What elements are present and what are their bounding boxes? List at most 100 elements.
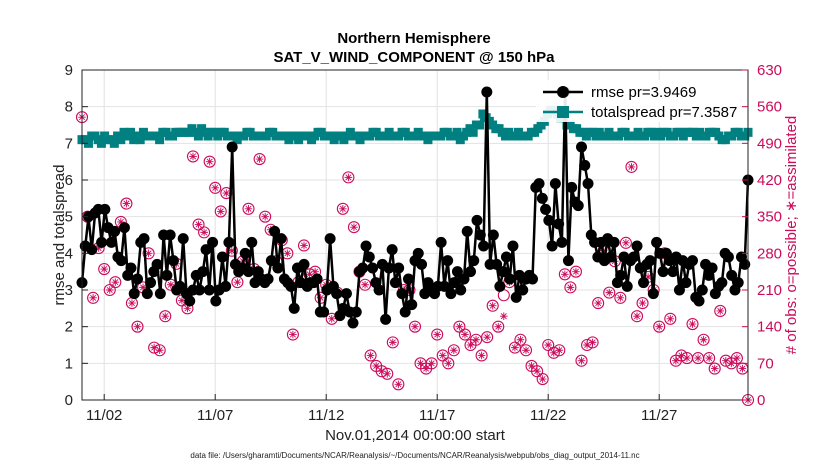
obs-assimilated-point — [727, 359, 736, 368]
rmse-point — [207, 236, 219, 248]
rmse-point — [696, 284, 708, 296]
obs-possible-point — [297, 239, 311, 252]
obs-assimilated-point — [344, 173, 353, 182]
obs-possible-point — [614, 291, 627, 304]
rmse-point — [455, 284, 467, 296]
rmse-point — [265, 255, 277, 267]
rmse-point — [448, 277, 460, 289]
obs-assimilated-point — [211, 184, 219, 192]
obs-assimilated-point — [694, 354, 702, 362]
obs-assimilated-point — [94, 244, 103, 252]
obs-assimilated-point — [633, 312, 641, 320]
obs-possible-point — [209, 181, 222, 194]
legend-rmse-marker — [557, 86, 569, 98]
rmse-point — [726, 269, 738, 281]
rmse-point — [491, 258, 503, 270]
x-axis-label: Nov.01,2014 00:00:00 start — [325, 427, 506, 444]
obs-possible-point — [714, 304, 727, 318]
x-tick-label: 11/22 — [530, 407, 566, 424]
obs-possible-point — [109, 276, 122, 289]
rmse-point — [494, 280, 506, 292]
rmse-point — [363, 251, 375, 263]
rmse-point — [285, 280, 297, 292]
obs-assimilated-point — [383, 370, 392, 378]
rmse-point — [510, 291, 522, 303]
obs-assimilated-point — [483, 333, 491, 341]
obs-possible-point — [653, 320, 666, 333]
rmse-point — [576, 141, 587, 153]
obs-assimilated-point — [228, 246, 236, 255]
rmse-point — [540, 203, 552, 215]
y-tick-label: 6 — [65, 172, 73, 189]
rmse-point — [262, 273, 274, 285]
obs-assimilated-point — [316, 294, 325, 302]
obs-assimilated-point — [472, 335, 480, 344]
rmse-point — [478, 240, 490, 252]
rmse-point — [340, 288, 352, 300]
y-tick-label: 2 — [65, 319, 73, 336]
rmse-point — [543, 214, 555, 226]
y-right-tick-label: 560 — [757, 99, 782, 116]
rmse-point — [445, 288, 457, 300]
chart-title: Northern Hemisphere — [337, 30, 490, 47]
obs-possible-point — [592, 297, 605, 310]
rmse-point — [487, 229, 499, 241]
y-tick-label: 3 — [65, 282, 73, 299]
obs-assimilated-point — [638, 299, 647, 307]
x-tick-label: 11/07 — [197, 407, 233, 424]
obs-assimilated-point — [627, 163, 636, 171]
rmse-point — [194, 284, 206, 296]
totalspread-point — [475, 120, 485, 130]
obs-possible-point — [198, 226, 211, 239]
obs-possible-point — [286, 328, 299, 341]
y-right-tick-label: 210 — [757, 282, 782, 299]
obs-assimilated-point — [377, 367, 386, 375]
rmse-point — [667, 266, 679, 278]
obs-possible-point — [342, 171, 355, 184]
totalspread-point — [96, 138, 106, 148]
obs-assimilated-point — [389, 338, 397, 347]
rmse-point — [269, 225, 281, 237]
rmse-point — [223, 236, 235, 248]
y-right-tick-label: 350 — [757, 209, 782, 226]
rmse-point — [86, 244, 98, 256]
obs-assimilated-point — [549, 349, 558, 357]
rmse-point — [673, 284, 685, 296]
obs-assimilated-point — [444, 359, 453, 368]
obs-assimilated-point — [699, 335, 708, 344]
rmse-point — [197, 266, 209, 278]
rmse-point — [638, 277, 650, 289]
rmse-point — [468, 255, 480, 267]
rmse-point — [311, 273, 323, 285]
obs-assimilated-point — [616, 294, 625, 302]
obs-assimilated-point — [527, 362, 536, 370]
rmse-point — [105, 236, 117, 248]
rmse-point — [367, 262, 379, 274]
obs-possible-point — [203, 155, 216, 168]
y-right-tick-label: 70 — [757, 355, 774, 372]
rmse-point — [549, 178, 561, 190]
rmse-point — [174, 280, 186, 292]
rmse-point — [546, 240, 558, 252]
obs-assimilated-point — [311, 267, 319, 276]
obs-assimilated-point — [716, 307, 725, 315]
rmse-point — [399, 306, 411, 318]
obs-possible-point — [120, 197, 133, 210]
legend: rmse pr=3.9469 totalspread pr=7.3587 — [536, 80, 740, 122]
obs-assimilated-point — [122, 199, 131, 208]
rmse-point — [438, 280, 450, 292]
obs-assimilated-point — [594, 299, 602, 307]
obs-possible-point — [486, 299, 499, 312]
obs-possible-point — [386, 336, 399, 349]
obs-assimilated-point — [666, 315, 675, 323]
obs-possible-point — [492, 320, 505, 333]
x-tick-label: 11/17 — [419, 407, 455, 424]
obs-assimilated-point — [216, 207, 225, 216]
obs-assimilated-point — [722, 356, 730, 365]
obs-assimilated-point — [477, 351, 486, 360]
obs-assimilated-point — [494, 322, 503, 331]
obs-assimilated-point — [361, 280, 369, 289]
rmse-point — [275, 233, 287, 245]
rmse-point — [154, 288, 166, 300]
legend-totalspread-label: totalspread pr=7.3587 — [591, 104, 737, 121]
